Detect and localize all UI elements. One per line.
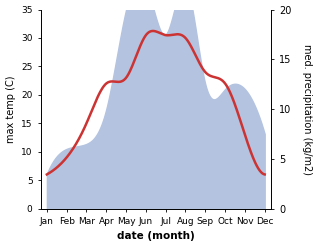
Y-axis label: med. precipitation (kg/m2): med. precipitation (kg/m2): [302, 43, 313, 175]
Y-axis label: max temp (C): max temp (C): [5, 75, 16, 143]
X-axis label: date (month): date (month): [117, 231, 195, 242]
